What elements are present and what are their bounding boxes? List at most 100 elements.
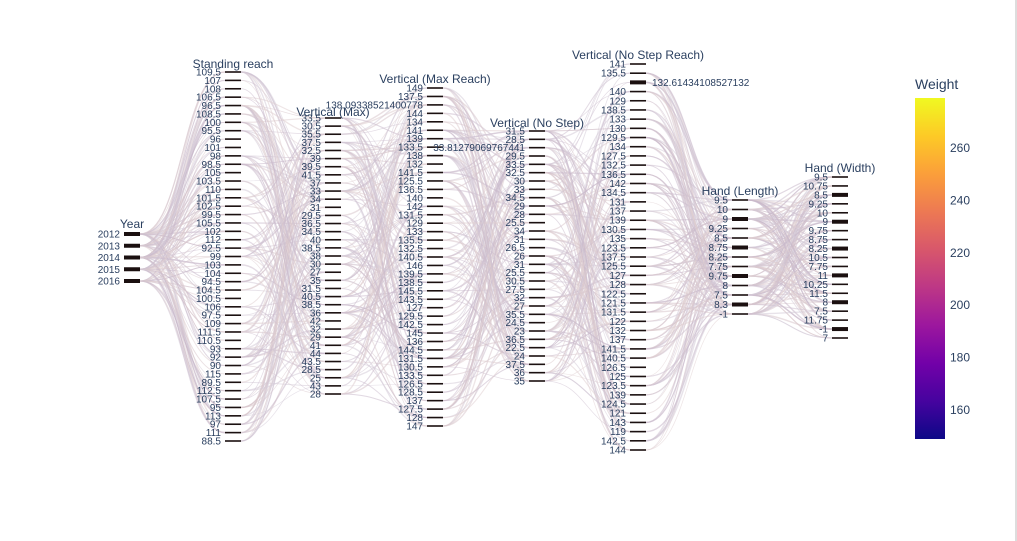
category-bar[interactable]: [325, 279, 341, 282]
category-bar[interactable]: [529, 271, 545, 274]
category-bar[interactable]: [225, 373, 241, 375]
category-bar[interactable]: [732, 294, 748, 296]
category-bar[interactable]: [630, 412, 646, 415]
category-bar[interactable]: [124, 243, 140, 248]
category-bar[interactable]: [630, 265, 646, 267]
category-bar[interactable]: [427, 112, 443, 115]
category-bar[interactable]: [630, 421, 646, 424]
category-bar[interactable]: [732, 245, 748, 250]
category-bar[interactable]: [427, 121, 443, 123]
category-bar[interactable]: [225, 331, 241, 333]
category-bar[interactable]: [732, 284, 748, 287]
category-bar[interactable]: [630, 449, 646, 451]
category-bar[interactable]: [225, 423, 241, 426]
category-bar[interactable]: [225, 289, 241, 291]
category-bar[interactable]: [427, 340, 443, 343]
category-bar[interactable]: [529, 205, 545, 207]
category-bar[interactable]: [427, 290, 443, 292]
category-bar[interactable]: [529, 238, 545, 241]
category-bar[interactable]: [124, 279, 140, 283]
category-bar[interactable]: [225, 398, 241, 400]
category-bar[interactable]: [325, 295, 341, 298]
category-bar[interactable]: [225, 188, 241, 191]
category-bar[interactable]: [630, 302, 646, 304]
category-bar[interactable]: [630, 127, 646, 130]
category-bar[interactable]: [427, 323, 443, 326]
category-bar[interactable]: [427, 146, 443, 148]
category-bar[interactable]: [225, 205, 241, 207]
category-bar[interactable]: [630, 247, 646, 249]
category-bar[interactable]: [630, 348, 646, 350]
category-bar[interactable]: [225, 306, 241, 308]
category-bar[interactable]: [325, 271, 341, 274]
category-bar[interactable]: [427, 239, 443, 241]
category-bar[interactable]: [225, 280, 241, 283]
category-bar[interactable]: [529, 355, 545, 357]
category-bar[interactable]: [325, 165, 341, 168]
category-bar[interactable]: [225, 264, 241, 266]
category-bar[interactable]: [832, 310, 848, 312]
category-bar[interactable]: [325, 393, 341, 395]
category-bar[interactable]: [225, 146, 241, 149]
category-bar[interactable]: [225, 163, 241, 166]
category-bar[interactable]: [225, 381, 241, 384]
category-bar[interactable]: [832, 246, 848, 251]
category-bar[interactable]: [630, 155, 646, 157]
category-bar[interactable]: [529, 371, 545, 374]
category-bar[interactable]: [427, 357, 443, 360]
category-bar[interactable]: [630, 329, 646, 332]
category-bar[interactable]: [225, 222, 241, 224]
category-bar[interactable]: [732, 256, 748, 258]
category-bar[interactable]: [325, 238, 341, 241]
category-bar[interactable]: [225, 247, 241, 249]
category-bar[interactable]: [225, 314, 241, 316]
category-bar[interactable]: [225, 364, 241, 367]
category-bar[interactable]: [427, 95, 443, 98]
category-bar[interactable]: [427, 154, 443, 157]
category-bar[interactable]: [427, 425, 443, 427]
category-bar[interactable]: [630, 210, 646, 212]
category-bar[interactable]: [832, 292, 848, 295]
category-bar[interactable]: [832, 319, 848, 321]
category-bar[interactable]: [124, 267, 140, 272]
category-bar[interactable]: [427, 408, 443, 410]
category-bar[interactable]: [325, 198, 341, 200]
category-bar[interactable]: [832, 256, 848, 259]
category-bar[interactable]: [325, 320, 341, 322]
category-bar[interactable]: [832, 327, 848, 332]
category-bar[interactable]: [427, 399, 443, 402]
category-bar[interactable]: [732, 208, 748, 211]
category-bar[interactable]: [225, 180, 241, 182]
category-bar[interactable]: [427, 188, 443, 191]
category-bar[interactable]: [325, 214, 341, 217]
category-bar[interactable]: [732, 237, 748, 239]
category-bar[interactable]: [630, 191, 646, 194]
category-bar[interactable]: [325, 157, 341, 160]
category-bar[interactable]: [630, 118, 646, 120]
category-bar[interactable]: [630, 237, 646, 240]
category-bar[interactable]: [529, 363, 545, 366]
category-bar[interactable]: [630, 228, 646, 231]
category-bar[interactable]: [630, 90, 646, 93]
category-bar[interactable]: [225, 347, 241, 350]
category-bar[interactable]: [325, 141, 341, 144]
category-bar[interactable]: [529, 288, 545, 291]
category-bar[interactable]: [427, 264, 443, 267]
category-bar[interactable]: [325, 133, 341, 136]
category-bar[interactable]: [630, 182, 646, 185]
category-bar[interactable]: [427, 129, 443, 132]
category-bar[interactable]: [732, 313, 748, 315]
category-bar[interactable]: [427, 163, 443, 165]
category-bar[interactable]: [427, 87, 443, 89]
category-bar[interactable]: [427, 332, 443, 334]
category-bar[interactable]: [225, 322, 241, 325]
category-bar[interactable]: [325, 125, 341, 127]
category-bar[interactable]: [225, 138, 241, 140]
category-bar[interactable]: [427, 222, 443, 224]
category-bar[interactable]: [325, 190, 341, 192]
category-bar[interactable]: [325, 149, 341, 152]
category-bar[interactable]: [529, 138, 545, 141]
category-bar[interactable]: [529, 338, 545, 341]
category-bar[interactable]: [225, 171, 241, 174]
category-bar[interactable]: [427, 306, 443, 309]
